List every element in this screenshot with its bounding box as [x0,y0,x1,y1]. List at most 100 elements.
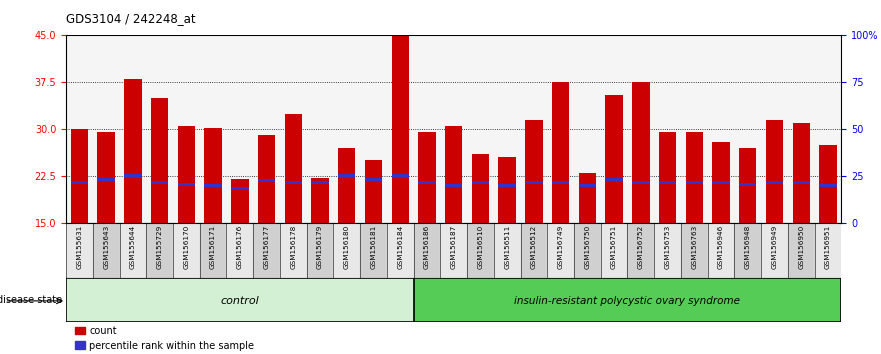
Bar [66,223,93,278]
Bar [258,136,275,223]
Bar [311,181,329,184]
Bar [471,154,489,223]
Bar [311,178,329,223]
Bar [387,223,413,278]
Bar [659,132,677,223]
Bar [627,223,655,278]
Bar [793,181,810,184]
Bar [178,183,195,186]
Text: GSM156187: GSM156187 [451,225,456,269]
Text: GSM155643: GSM155643 [103,225,109,269]
Text: GSM156178: GSM156178 [291,225,296,269]
Bar [204,128,222,223]
Text: control: control [220,296,259,306]
Bar [605,95,623,223]
Bar [365,160,382,223]
Text: insulin-resistant polycystic ovary syndrome: insulin-resistant polycystic ovary syndr… [515,296,741,306]
Bar [338,148,355,223]
Text: GSM156948: GSM156948 [744,225,751,269]
Bar [440,223,467,278]
Bar [766,120,783,223]
Bar [93,223,120,278]
Bar [601,223,627,278]
Bar [525,181,543,184]
Text: GSM156946: GSM156946 [718,225,724,269]
Text: GSM156170: GSM156170 [183,225,189,269]
Bar [124,175,142,178]
Bar [391,35,409,223]
Bar [391,175,409,178]
Bar [226,223,253,278]
Bar [499,184,516,187]
Bar [713,181,729,184]
Bar [333,223,360,278]
Text: GSM156749: GSM156749 [558,225,564,269]
Text: GSM156951: GSM156951 [825,225,831,269]
Bar [681,223,707,278]
Bar [418,132,436,223]
Bar [280,223,307,278]
Text: GSM156751: GSM156751 [611,225,617,269]
Bar [761,223,788,278]
Bar [739,183,757,186]
Bar [552,181,569,184]
Text: GSM156180: GSM156180 [344,225,350,269]
Bar [360,223,387,278]
Bar [445,184,463,187]
Bar [120,223,146,278]
Bar [365,177,382,181]
Bar [766,181,783,184]
Bar [66,278,413,322]
Text: GSM155729: GSM155729 [157,225,163,269]
Bar [552,82,569,223]
Bar [655,223,681,278]
Bar [285,114,302,223]
Text: GSM156181: GSM156181 [371,225,376,269]
Bar [788,223,815,278]
Text: GSM155644: GSM155644 [130,225,136,269]
Bar [633,181,649,184]
Bar [713,142,729,223]
Text: GSM156177: GSM156177 [263,225,270,269]
Bar [685,181,703,184]
Bar [707,223,735,278]
Legend: count, percentile rank within the sample: count, percentile rank within the sample [71,322,258,354]
Bar [521,223,547,278]
Bar [338,175,355,178]
Text: GSM155631: GSM155631 [77,225,83,269]
Text: GSM156752: GSM156752 [638,225,644,269]
Text: GSM156176: GSM156176 [237,225,243,269]
Text: GSM156179: GSM156179 [317,225,323,269]
Bar [739,148,757,223]
Bar [258,179,275,182]
Bar [547,223,574,278]
Text: GSM156763: GSM156763 [692,225,698,269]
Bar [307,223,333,278]
Text: GSM156510: GSM156510 [478,225,484,269]
Text: GSM156186: GSM156186 [424,225,430,269]
Bar [815,223,841,278]
Text: disease state: disease state [0,295,62,305]
Text: GSM156171: GSM156171 [210,225,216,269]
Text: GSM156750: GSM156750 [584,225,590,269]
Text: GSM156950: GSM156950 [798,225,804,269]
Bar [471,181,489,184]
Bar [574,223,601,278]
Bar [494,223,521,278]
Bar [819,145,837,223]
Bar [231,179,248,223]
Bar [98,177,115,181]
Bar [685,132,703,223]
Bar [98,132,115,223]
Bar [418,181,436,184]
Bar [200,223,226,278]
Text: GDS3104 / 242248_at: GDS3104 / 242248_at [66,12,196,25]
Bar [151,98,168,223]
Bar [735,223,761,278]
Text: GSM156753: GSM156753 [664,225,670,269]
Bar [173,223,200,278]
Bar [231,187,248,190]
Text: GSM156949: GSM156949 [772,225,778,269]
Bar [70,129,88,223]
Bar [819,184,837,187]
